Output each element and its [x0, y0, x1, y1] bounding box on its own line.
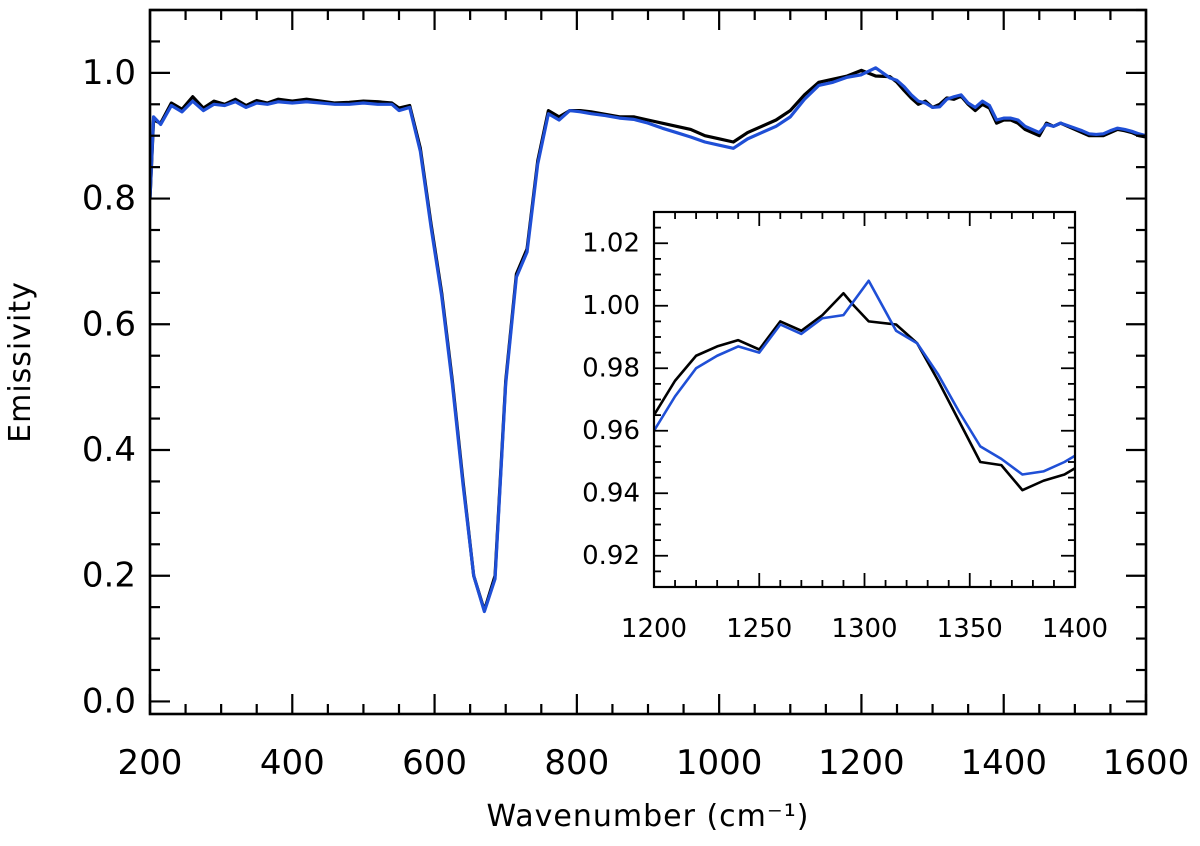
- y-tick-label: 1.0: [82, 53, 136, 93]
- x-tick-label: 1300: [831, 614, 897, 644]
- x-tick-label: 600: [402, 743, 467, 783]
- x-tick-label: 1400: [1042, 614, 1108, 644]
- tick-labels: 200 400 600 800 1000 1200 1400 1600 0.0 0.2 0.4 0.6…: [82, 53, 1189, 783]
- y-tick-label: 1.02: [582, 228, 640, 258]
- x-tick-label: 200: [118, 743, 183, 783]
- x-tick-label: 1200: [621, 614, 687, 644]
- series-line-1: [150, 66, 1146, 614]
- x-tick-label: 400: [260, 743, 325, 783]
- y-axis-title: Emissivity: [3, 281, 38, 443]
- series-line-1: [654, 279, 1075, 476]
- y-tick-label: 0.92: [582, 541, 640, 571]
- y-tick-label: 0.96: [582, 416, 640, 446]
- x-tick-label: 1350: [937, 614, 1003, 644]
- y-tick-label: 1.00: [582, 291, 640, 321]
- y-tick-label: 0.4: [82, 430, 136, 470]
- x-tick-label: 800: [544, 743, 609, 783]
- y-tick-label: 0.8: [82, 179, 136, 219]
- tick-labels: 1200 1250 1300 1350 1400 0.92 0.94 0.96 0.98 1.00…: [582, 228, 1108, 644]
- x-tick-label: 1400: [960, 743, 1047, 783]
- y-tick-label: 0.2: [82, 556, 136, 596]
- inset-plot: 1200 1250 1300 1350 1400 0.92 0.94 0.96 0.98 1.00…: [582, 210, 1108, 644]
- x-tick-label: 1250: [726, 614, 792, 644]
- x-tick-label: 1200: [818, 743, 905, 783]
- x-tick-label: 1600: [1103, 743, 1190, 783]
- inset-background: [654, 212, 1075, 587]
- series-group: [150, 66, 1146, 614]
- y-tick-label: 0.0: [82, 681, 136, 721]
- y-tick-label: 0.6: [82, 304, 136, 344]
- y-tick-label: 0.94: [582, 478, 640, 508]
- ticks: [148, 8, 1148, 714]
- series-line-0: [150, 68, 1146, 612]
- x-axis-title: Wavenumber (cm⁻¹): [487, 799, 810, 834]
- series-group: [654, 279, 1075, 492]
- plot-frame: [652, 210, 1077, 589]
- y-tick-label: 0.98: [582, 353, 640, 383]
- series-line-0: [654, 291, 1075, 492]
- main-plot: 200 400 600 800 1000 1200 1400 1600 0.0 0.2 0.4 0.6…: [3, 8, 1189, 834]
- plot-frame: [148, 8, 1148, 716]
- x-tick-label: 1000: [676, 743, 763, 783]
